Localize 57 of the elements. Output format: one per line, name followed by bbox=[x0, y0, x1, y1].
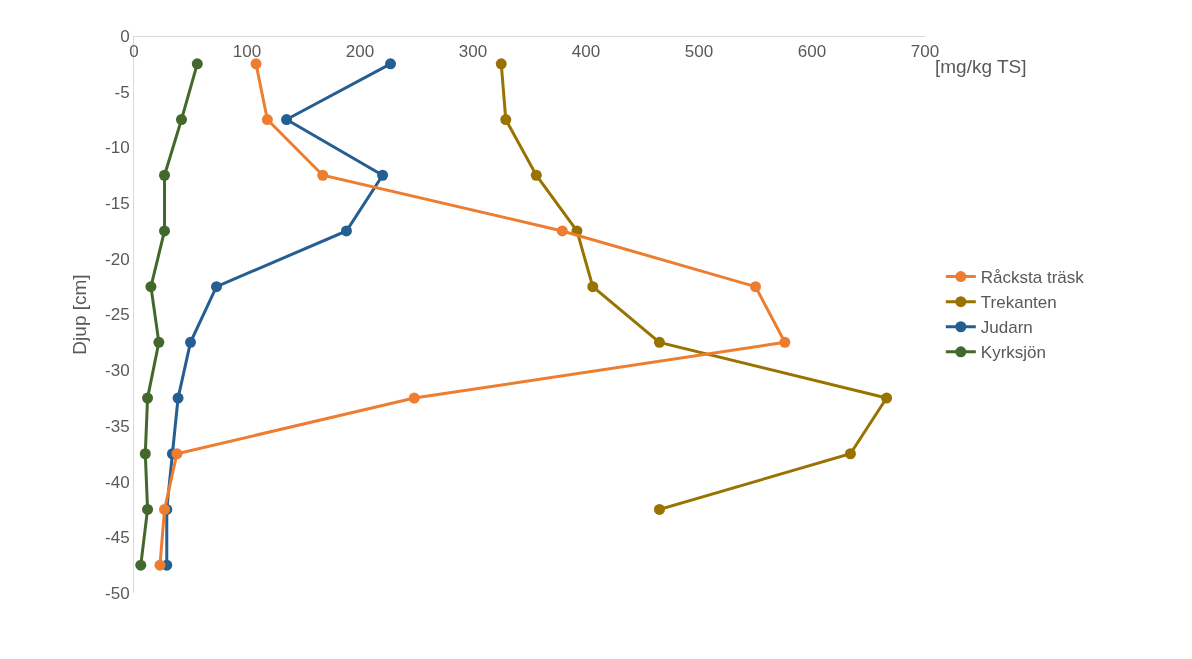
y-axis-title: Djup [cm] bbox=[69, 274, 90, 355]
y-tick-label: -10 bbox=[105, 138, 130, 158]
y-tick-label: -40 bbox=[105, 472, 130, 492]
point bbox=[587, 281, 599, 293]
point bbox=[171, 448, 183, 460]
point bbox=[750, 281, 761, 293]
point bbox=[159, 169, 171, 181]
point bbox=[317, 169, 329, 181]
point bbox=[172, 392, 184, 404]
point bbox=[653, 336, 665, 348]
y-tick-label: -45 bbox=[105, 528, 130, 548]
legend-label: Råcksta träsk bbox=[980, 268, 1085, 288]
y-tick-label: -35 bbox=[105, 416, 130, 436]
point bbox=[385, 58, 397, 70]
point bbox=[881, 392, 893, 404]
point bbox=[340, 225, 352, 237]
point bbox=[142, 503, 154, 515]
legend-label: Kyrksjön bbox=[980, 343, 1047, 363]
point bbox=[210, 281, 222, 293]
x-tick-label: 400 bbox=[571, 42, 601, 62]
x-tick-label: 500 bbox=[684, 42, 714, 62]
y-tick-label: -15 bbox=[105, 194, 130, 214]
point bbox=[500, 114, 512, 126]
legend-label: Judarn bbox=[980, 318, 1033, 338]
point bbox=[556, 225, 568, 237]
y-tick-label: -30 bbox=[105, 361, 130, 381]
y-tick-label: -20 bbox=[105, 249, 130, 269]
y-tick-label: 0 bbox=[120, 26, 130, 46]
legend-label: Trekanten bbox=[980, 293, 1057, 313]
point bbox=[191, 58, 203, 70]
y-tick-label: -25 bbox=[105, 305, 130, 325]
point bbox=[250, 58, 262, 70]
point bbox=[377, 169, 389, 181]
point bbox=[653, 503, 665, 515]
point bbox=[495, 58, 507, 70]
y-tick-label: -50 bbox=[105, 583, 130, 603]
x-tick-label: 600 bbox=[797, 42, 827, 62]
point bbox=[175, 114, 187, 126]
point bbox=[145, 281, 157, 293]
x-tick-label: 300 bbox=[458, 42, 488, 62]
point bbox=[408, 392, 420, 404]
x-tick-label: 100 bbox=[232, 42, 262, 62]
point bbox=[159, 225, 171, 237]
point bbox=[261, 114, 273, 126]
point bbox=[154, 559, 166, 571]
point bbox=[135, 559, 147, 571]
point bbox=[530, 169, 542, 181]
point bbox=[142, 392, 154, 404]
x-axis-title: [mg/kg TS] bbox=[935, 56, 1027, 77]
point bbox=[281, 114, 293, 126]
point bbox=[844, 448, 856, 460]
point bbox=[185, 336, 196, 348]
point bbox=[139, 448, 151, 460]
point bbox=[153, 336, 165, 348]
point bbox=[779, 336, 791, 348]
y-tick-label: -5 bbox=[114, 82, 130, 102]
x-tick-label: 200 bbox=[345, 42, 375, 62]
